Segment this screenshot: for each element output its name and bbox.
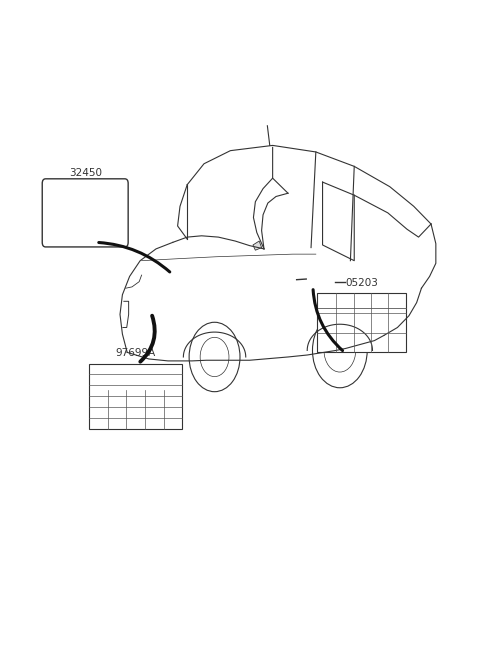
- Bar: [317, 293, 406, 352]
- Bar: [89, 364, 182, 429]
- FancyBboxPatch shape: [42, 179, 128, 247]
- Text: 97699A: 97699A: [116, 348, 156, 358]
- Text: 32450: 32450: [69, 168, 102, 178]
- Polygon shape: [253, 241, 262, 250]
- Text: 05203: 05203: [345, 278, 378, 288]
